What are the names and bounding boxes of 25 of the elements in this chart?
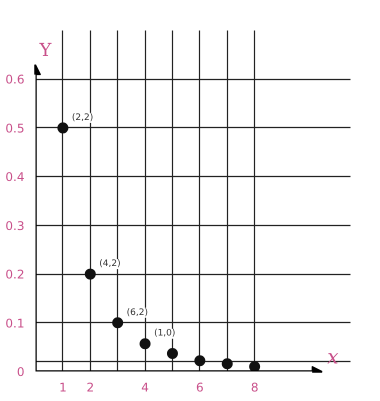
point — [222, 358, 233, 370]
x-tick-label: 4 — [141, 380, 149, 394]
y-tick-label: 0.6 — [5, 72, 25, 87]
point — [84, 268, 96, 280]
annotation: (4,2) — [99, 259, 121, 270]
y-tick-label: 0.4 — [5, 170, 25, 184]
point — [249, 361, 260, 372]
y-tick-label: 0.1 — [5, 316, 25, 330]
annotation: (2,2) — [72, 112, 94, 123]
annotation: (6,2) — [126, 308, 148, 318]
x-tick-label: 8 — [250, 380, 258, 394]
y-tick-label: 0.3 — [5, 218, 25, 233]
point — [166, 348, 178, 359]
y-tick-label: 0.2 — [5, 268, 25, 282]
y-tick-label: 0.5 — [5, 121, 25, 136]
point — [112, 317, 124, 328]
y-axis-title: Y — [38, 40, 52, 62]
point — [194, 355, 206, 366]
x-tick-label: 1 — [59, 380, 67, 394]
annotation: (1,0) — [154, 328, 176, 339]
x-tick-label: 6 — [196, 380, 204, 394]
x-tick-label: 2 — [86, 380, 94, 394]
y-tick-label: 0 — [16, 365, 25, 379]
point — [57, 122, 68, 134]
point — [140, 338, 151, 350]
